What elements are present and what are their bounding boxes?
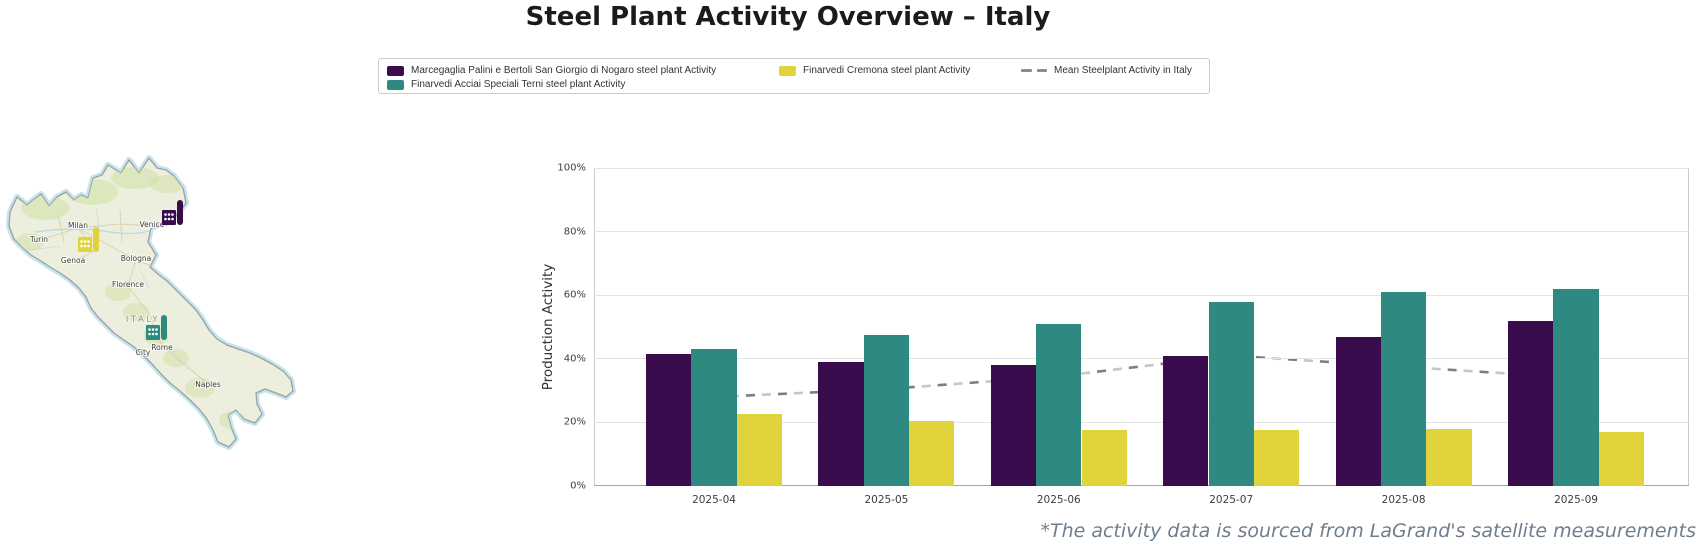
bar-2025-04 [691, 349, 737, 486]
city-label-milan: Milan [68, 221, 88, 230]
bar-2025-06 [1036, 323, 1082, 486]
page-title: Steel Plant Activity Overview – Italy [525, 2, 1051, 32]
city-label-rome: Rome [151, 343, 173, 352]
city-label-turin: Turin [29, 235, 48, 244]
region-label: ITALY [126, 315, 160, 325]
bar-2025-09 [1507, 320, 1554, 486]
legend-label: Finarvedi Cremona steel plant Activity [803, 65, 971, 76]
bar-2025-07 [1253, 430, 1300, 486]
mean-activity-line [713, 354, 1577, 399]
bar-2025-09 [1598, 431, 1645, 486]
y-tick-label: 100% [557, 162, 586, 174]
bar-2025-05 [818, 361, 864, 486]
gridline [594, 421, 1689, 423]
x-tick-label: 2025-09 [1554, 494, 1598, 506]
y-tick-label: 80% [563, 226, 586, 238]
city-label-naples: Naples [195, 380, 221, 389]
bar-2025-06 [990, 365, 1037, 486]
x-tick-label: 2025-07 [1209, 494, 1254, 506]
po-river [34, 228, 153, 235]
city-label-florence: Florence [112, 280, 144, 289]
gridline [594, 231, 1689, 233]
bar-2025-04 [645, 354, 692, 486]
x-tick-label: 2025-04 [692, 494, 736, 506]
city-labels: Milan Turin Genoa Bologna Florence Venice Rome… [28, 219, 222, 390]
gridline [594, 294, 1689, 296]
right-axis-spine [1688, 168, 1689, 486]
gridline [594, 485, 1689, 486]
legend-label: Mean Steelplant Activity in Italy [1054, 65, 1192, 76]
bar-2025-09 [1553, 288, 1599, 486]
bar-2025-07 [1208, 301, 1254, 486]
bar-2025-06 [1081, 430, 1127, 486]
legend-item-cremona: Finarvedi Cremona steel plant Activity [779, 65, 970, 76]
data-source-footnote: *The activity data is sourced from LaGra… [1040, 520, 1696, 542]
bar-2025-05 [909, 420, 955, 486]
city-label-city: City [136, 348, 151, 357]
left-axis-spine [594, 168, 595, 486]
bar-2025-08 [1335, 336, 1381, 486]
bar-2025-08 [1380, 292, 1427, 486]
legend-item-mean: Mean Steelplant Activity in Italy [1021, 65, 1192, 76]
bar-2025-05 [863, 334, 910, 486]
x-tick-label: 2025-08 [1381, 494, 1426, 506]
factory-icon [78, 227, 99, 252]
bar-2025-07 [1163, 355, 1209, 486]
x-tick-label: 2025-05 [864, 494, 909, 506]
legend-swatch-cremona [779, 65, 796, 76]
legend-label: Marcegaglia Palini e Bertoli San Giorgio… [411, 65, 717, 76]
gridline [594, 358, 1689, 360]
factory-icon [162, 200, 183, 225]
italy-map: Milan Turin Genoa Bologna Florence Venice Rome… [6, 155, 296, 450]
legend-item-terni: Finarvedi Acciai Speciali Terni steel pl… [387, 79, 625, 90]
gridline [594, 167, 1689, 169]
y-tick-label: 0% [570, 480, 586, 492]
y-tick-label: 40% [563, 353, 586, 365]
city-label-venice: Venice [140, 220, 165, 229]
bar-2025-08 [1426, 428, 1472, 486]
legend-swatch-terni [387, 79, 404, 90]
legend-item-marcegaglia: Marcegaglia Palini e Bertoli San Giorgio… [387, 65, 716, 76]
bar-chart-plot-area: 0% 20% 40% 60% 80% 100% 2025-04 2025-05 2025-06 2… [557, 163, 1689, 506]
x-tick-label: 2025-06 [1036, 494, 1081, 506]
secondary-roads [29, 207, 191, 371]
y-axis-label: Production Activity [540, 263, 556, 391]
legend-label: Finarvedi Acciai Speciali Terni steel pl… [411, 79, 626, 90]
legend-swatch-marcegaglia [387, 65, 404, 76]
chart-legend: Marcegaglia Palini e Bertoli San Giorgio… [378, 58, 1210, 94]
y-tick-label: 60% [563, 289, 586, 301]
city-label-bologna: Bologna [121, 254, 152, 263]
city-label-genoa: Genoa [61, 256, 85, 265]
legend-dashed-line-icon [1021, 69, 1047, 72]
y-tick-label: 20% [563, 416, 586, 428]
steel-plant-markers [78, 200, 183, 340]
bar-2025-04 [736, 414, 783, 486]
factory-icon [146, 315, 167, 340]
